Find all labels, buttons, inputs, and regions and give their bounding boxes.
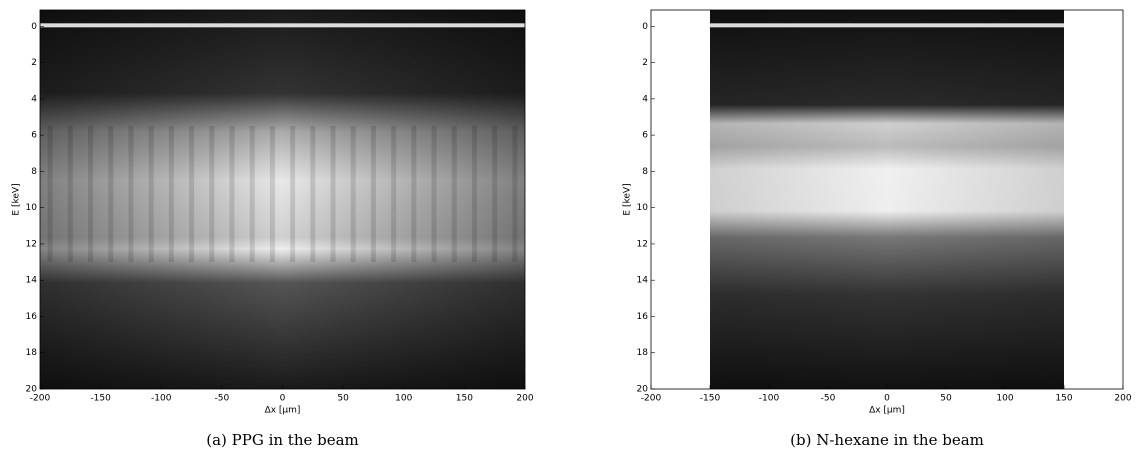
y-tick-label: 6 — [642, 131, 648, 141]
y-tick-label: 2 — [31, 58, 37, 68]
x-tick-label: 0 — [280, 394, 286, 404]
beam-line — [40, 23, 525, 28]
y-axis-label: E [keV] — [623, 183, 633, 215]
x-axis-label: Δx [µm] — [869, 406, 905, 416]
x-tick-label: 150 — [1055, 394, 1072, 404]
x-tick-label: 0 — [884, 394, 890, 404]
y-tick-label: 20 — [26, 385, 38, 395]
x-tick-label: 200 — [1114, 394, 1131, 404]
y-tick-label: 4 — [31, 94, 37, 104]
beam-line — [710, 23, 1064, 28]
y-tick-label: 10 — [637, 203, 649, 213]
x-tick-label: 100 — [996, 394, 1013, 404]
y-tick-label: 4 — [642, 94, 648, 104]
y-tick-label: 14 — [26, 276, 38, 286]
y-tick-label: 12 — [26, 239, 37, 249]
y-axis-label: E [keV] — [12, 183, 22, 215]
caption: (a) PPG in the beam — [206, 431, 359, 449]
y-tick-label: 14 — [637, 276, 649, 286]
x-tick-label: 100 — [395, 394, 412, 404]
y-tick-label: 16 — [637, 312, 649, 322]
x-tick-label: -150 — [90, 394, 111, 404]
x-tick-label: -150 — [700, 394, 721, 404]
y-tick-label: 10 — [26, 203, 38, 213]
y-tick-label: 8 — [31, 167, 37, 177]
x-axis-label: Δx [µm] — [265, 406, 301, 416]
heatmap-shade — [40, 10, 525, 389]
y-tick-label: 6 — [31, 131, 37, 141]
x-tick-label: -100 — [759, 394, 780, 404]
y-tick-label: 8 — [642, 167, 648, 177]
y-tick-label: 20 — [637, 385, 649, 395]
caption: (b) N-hexane in the beam — [790, 431, 984, 449]
x-tick-label: -100 — [151, 394, 172, 404]
x-tick-label: -50 — [821, 394, 836, 404]
x-tick-label: 150 — [456, 394, 473, 404]
x-tick-label: -50 — [215, 394, 230, 404]
x-tick-label: 50 — [337, 394, 349, 404]
y-tick-label: 18 — [637, 348, 649, 358]
y-tick-label: 12 — [637, 239, 648, 249]
y-tick-label: 0 — [642, 22, 648, 32]
y-tick-label: 2 — [642, 58, 648, 68]
x-tick-label: 200 — [516, 394, 533, 404]
y-tick-label: 16 — [26, 312, 38, 322]
heatmap-shade — [710, 10, 1064, 389]
x-tick-label: -200 — [30, 394, 51, 404]
y-tick-label: 0 — [31, 22, 37, 32]
y-tick-label: 18 — [26, 348, 38, 358]
x-tick-label: -200 — [641, 394, 662, 404]
x-tick-label: 50 — [940, 394, 952, 404]
